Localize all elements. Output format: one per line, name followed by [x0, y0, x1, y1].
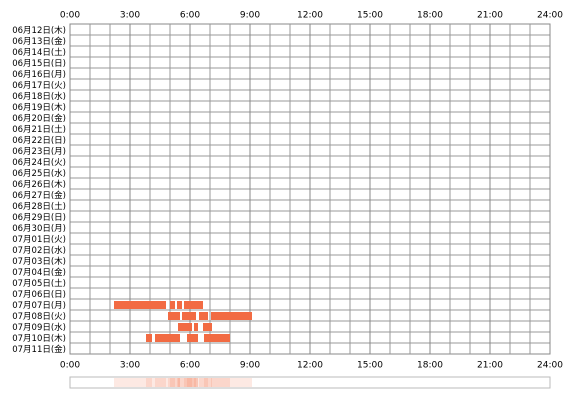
summary-bar [203, 378, 212, 387]
x-tick-label-bottom: 12:00 [297, 361, 323, 371]
row-label: 06月23日(月) [12, 147, 66, 157]
activity-bar [184, 301, 203, 309]
row-label: 06月21日(土) [12, 124, 66, 135]
row-label: 06月14日(土) [12, 47, 66, 58]
row-label: 07月01日(火) [12, 235, 66, 245]
activity-bar [170, 301, 175, 309]
row-label: 06月30日(月) [12, 224, 66, 234]
x-tick-label-bottom: 9:00 [240, 361, 260, 371]
row-label: 06月18日(水) [12, 91, 66, 102]
row-label: 07月08日(火) [12, 312, 66, 322]
x-tick-label-top: 18:00 [417, 11, 443, 21]
summary-bar [187, 378, 198, 387]
row-label: 07月07日(月) [12, 301, 66, 311]
activity-bar [168, 312, 180, 320]
summary-bar [146, 378, 152, 387]
summary-bar [168, 378, 180, 387]
row-label: 06月22日(日) [12, 136, 66, 146]
activity-bar [194, 323, 198, 331]
x-tick-label-top: 0:00 [60, 11, 80, 21]
x-tick-label-bottom: 6:00 [180, 361, 200, 371]
row-label: 06月28日(土) [12, 201, 66, 212]
row-label: 06月15日(日) [12, 59, 66, 69]
row-label: 07月04日(金) [12, 267, 66, 278]
activity-bar [211, 312, 252, 320]
row-label: 07月10日(木) [12, 333, 66, 344]
x-tick-label-top: 15:00 [357, 11, 383, 21]
row-label: 06月29日(日) [12, 213, 66, 223]
activity-bar [114, 301, 166, 309]
summary-bar [177, 378, 182, 387]
row-label: 06月26日(木) [12, 179, 66, 190]
x-tick-label-bottom: 3:00 [120, 361, 140, 371]
row-label: 07月11日(金) [12, 344, 66, 355]
row-label: 06月20日(金) [12, 113, 66, 124]
x-tick-label-top: 24:00 [537, 11, 563, 21]
x-tick-label-bottom: 24:00 [537, 361, 563, 371]
summary-strip [69, 376, 551, 389]
summary-bar [194, 378, 198, 387]
x-tick-label-bottom: 15:00 [357, 361, 383, 371]
x-tick-label-top: 6:00 [180, 11, 200, 21]
activity-bar [187, 334, 198, 342]
x-tick-label-bottom: 18:00 [417, 361, 443, 371]
activity-bar [182, 312, 196, 320]
summary-bar [211, 378, 252, 387]
x-tick-label-top: 9:00 [240, 11, 260, 21]
x-tick-label-top: 3:00 [120, 11, 140, 21]
activity-bar [155, 334, 180, 342]
activity-bar [204, 334, 230, 342]
row-label: 06月17日(火) [12, 81, 66, 91]
row-label: 07月02日(水) [12, 245, 66, 256]
summary-bar [155, 378, 180, 387]
row-label: 07月09日(水) [12, 322, 66, 333]
row-label: 07月05日(土) [12, 278, 66, 289]
summary-bar [184, 378, 203, 387]
row-label: 07月03日(木) [12, 256, 66, 267]
row-label: 06月27日(金) [12, 190, 66, 201]
summary-bar [170, 378, 175, 387]
summary-bar [178, 378, 192, 387]
summary-bar [114, 378, 166, 387]
summary-bar [204, 378, 230, 387]
activity-bar [178, 323, 192, 331]
activity-bar [146, 334, 152, 342]
summary-bar [182, 378, 196, 387]
row-label: 06月16日(月) [12, 70, 66, 80]
x-tick-label-top: 12:00 [297, 11, 323, 21]
row-label: 06月24日(火) [12, 158, 66, 168]
row-label: 06月12日(木) [12, 25, 66, 36]
activity-bar [199, 312, 208, 320]
activity-bar [203, 323, 212, 331]
row-label: 07月06日(日) [12, 290, 66, 300]
summary-bar [199, 378, 208, 387]
row-label: 06月19日(木) [12, 102, 66, 113]
x-tick-label-top: 21:00 [477, 11, 503, 21]
x-tick-label-bottom: 21:00 [477, 361, 503, 371]
x-tick-label-bottom: 0:00 [60, 361, 80, 371]
activity-bar [177, 301, 182, 309]
row-label: 06月13日(金) [12, 36, 66, 47]
row-label: 06月25日(水) [12, 168, 66, 179]
